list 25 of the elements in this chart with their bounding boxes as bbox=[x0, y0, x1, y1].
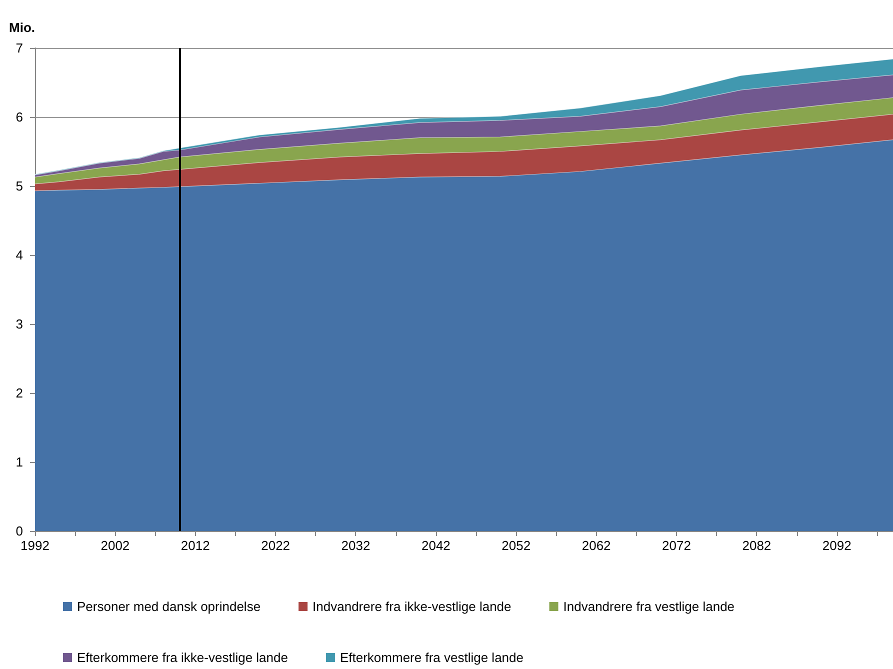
x-tick-label: 2032 bbox=[341, 538, 370, 553]
y-tick-label: 3 bbox=[16, 316, 23, 332]
x-tick-label: 2002 bbox=[100, 538, 130, 553]
x-tick-label: 1992 bbox=[20, 538, 50, 553]
x-tick-label: 2052 bbox=[502, 538, 531, 553]
legend-label: Efterkommere fra ikke-vestlige lande bbox=[77, 650, 288, 665]
legend-label: Indvandrere fra ikke-vestlige lande bbox=[312, 599, 512, 614]
legend-label: Indvandrere fra vestlige lande bbox=[563, 599, 735, 614]
y-tick-label: 1 bbox=[16, 454, 23, 470]
x-tick-label: 2092 bbox=[822, 538, 852, 553]
x-tick-label: 2072 bbox=[662, 538, 691, 553]
y-axis-title: Mio. bbox=[9, 20, 35, 35]
x-tick-label: 2022 bbox=[261, 538, 290, 553]
y-tick-label: 7 bbox=[16, 40, 23, 56]
y-tick-label: 4 bbox=[16, 248, 23, 262]
y-tick-label: 0 bbox=[16, 524, 23, 538]
y-tick-label: 6 bbox=[16, 110, 23, 124]
y-tick-label: 5 bbox=[16, 178, 23, 194]
x-tick-label: 2042 bbox=[421, 538, 450, 553]
x-tick-label: 2062 bbox=[582, 538, 611, 553]
x-tick-label: 2012 bbox=[180, 538, 210, 553]
x-tick-label: 2082 bbox=[742, 538, 772, 553]
legend-label: Personer med dansk oprindelse bbox=[77, 599, 261, 614]
y-tick-label: 2 bbox=[16, 386, 23, 400]
legend-label: Efterkommere fra vestlige lande bbox=[340, 650, 524, 665]
